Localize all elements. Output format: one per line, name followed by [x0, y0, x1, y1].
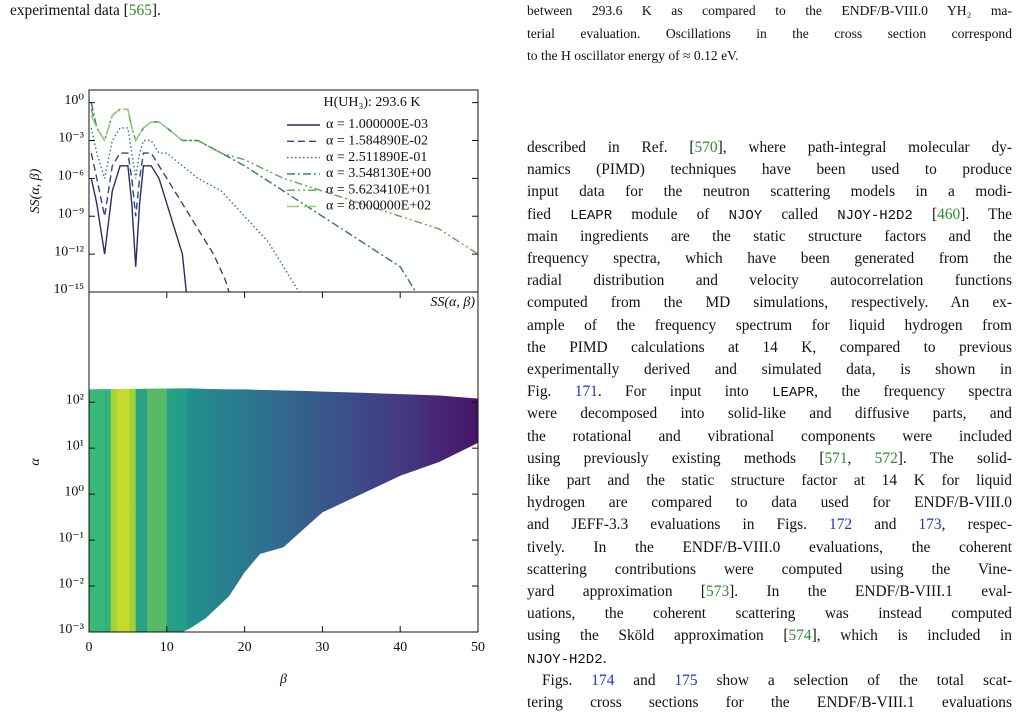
- caption-line: between 293.6 K as compared to the ENDF/…: [527, 3, 1012, 18]
- caption-line: terial evaluation. Oscillations in the c…: [527, 25, 1012, 41]
- body-text-line: input data for the neutron scattering mo…: [527, 183, 1012, 201]
- y-tick-label: 10⁰: [64, 93, 84, 108]
- body-text-line: radial distribution and velocity autocor…: [527, 272, 1012, 290]
- y-tick-label: 10⁻²: [58, 576, 84, 591]
- caption-line: to the H oscillator energy of ≈ 0.12 eV.: [527, 48, 739, 63]
- plot-frame: [88, 291, 479, 633]
- body-text-line: the PIMD calculations at 14 K, compared …: [527, 338, 1012, 356]
- body-text-line: yard approximation [573]. In the ENDF/B-…: [527, 583, 1012, 600]
- body-text-line: and JEFF-3.3 evaluations in Figs. 172 an…: [527, 516, 1012, 534]
- x-tick-label: 50: [471, 640, 485, 655]
- x-tick-label: 10: [160, 640, 174, 655]
- body-text-line: computed from the MD simulations, respec…: [527, 294, 1012, 312]
- body-text-line: Figs. 174 and 175 show a selection of th…: [542, 671, 1013, 689]
- legend-entry: α = 2.511890E-01: [326, 150, 427, 165]
- body-text-line: ample of the frequency spectrum for liqu…: [527, 316, 1012, 334]
- y-tick-label: 10⁻³: [58, 131, 84, 146]
- body-text-line: frequency spectra, which have been gener…: [527, 250, 1012, 267]
- body-text-line: described in Ref. [570], where path-inte…: [527, 139, 1012, 156]
- body-text-line: main ingredients are the static structur…: [527, 227, 1012, 245]
- curve: [90, 152, 230, 292]
- x-tick-label: 40: [393, 640, 407, 655]
- legend-title: H(UH₃): 293.6 K: [323, 95, 420, 110]
- legend-entry: α = 3.548130E+00: [326, 166, 431, 181]
- x-tick-label: 0: [86, 640, 93, 655]
- legend-entry: α = 8.000000E+02: [326, 199, 431, 214]
- body-text-line: Fig. 171. For input into LEAPR, the freq…: [527, 383, 1012, 402]
- body-text-line: experimentally derived and simulated dat…: [527, 361, 1012, 378]
- body-text-line: were decomposed into solid-like and diff…: [527, 405, 1012, 423]
- body-text-line: tively. In the ENDF/B-VIII.0 evaluations…: [527, 538, 1012, 556]
- curves: [90, 102, 478, 292]
- body-text-line: like part and the static structure facto…: [527, 472, 1012, 489]
- body-text-line: experimental data [565].: [10, 2, 161, 19]
- body-text-line: fied LEAPR module of NJOY called NJOY-H2…: [527, 205, 1012, 224]
- legend-entry: α = 1.584890E-02: [326, 134, 428, 149]
- y-tick-label: 10¹: [66, 438, 84, 453]
- body-text-line: namics (PIMD) techniques have been used …: [527, 161, 1012, 179]
- annotation: SS(α, β): [430, 295, 475, 310]
- y-tick-label: 10⁻¹⁵: [54, 282, 85, 297]
- y-tick-label: 10²: [66, 392, 84, 407]
- body-text-line: tering cross sections for the ENDF/B-VII…: [527, 694, 1012, 711]
- curve: [90, 108, 183, 143]
- y-tick-label: 10⁻¹: [58, 530, 84, 545]
- y-tick-label: 10⁻¹²: [54, 244, 84, 259]
- body-text-line: scattering contributions were computed u…: [527, 560, 1012, 578]
- x-axis-label: β: [279, 672, 287, 687]
- y-tick-label: 10⁻⁶: [58, 169, 84, 184]
- y-tick-label: 10⁻⁹: [58, 206, 84, 221]
- y-tick-label: 10⁻³: [58, 622, 84, 637]
- body-text-line: the rotational and vibrational component…: [527, 427, 1012, 445]
- y-axis-label: α: [28, 458, 43, 466]
- legend-entry: α = 5.623410E+01: [326, 182, 431, 197]
- y-tick-label: 10⁰: [64, 484, 84, 499]
- body-text-line: using the Sköld approximation [574], whi…: [527, 627, 1012, 645]
- contour-shade: [89, 388, 478, 632]
- x-tick-label: 20: [238, 640, 252, 655]
- curve: [90, 165, 187, 292]
- body-text-line: NJOY-H2D2.: [527, 649, 607, 668]
- body-text-line: uations, the coherent scattering was ins…: [527, 605, 1012, 623]
- body-text-line: using previously existing methods [571, …: [527, 449, 1012, 467]
- x-tick-label: 30: [315, 640, 329, 655]
- body-text-line: hydrogen are compared to data used for E…: [527, 494, 1012, 512]
- curve: [90, 127, 300, 292]
- legend-entry: α = 1.000000E-03: [326, 117, 428, 132]
- y-axis-label: SS(α, β): [28, 168, 43, 213]
